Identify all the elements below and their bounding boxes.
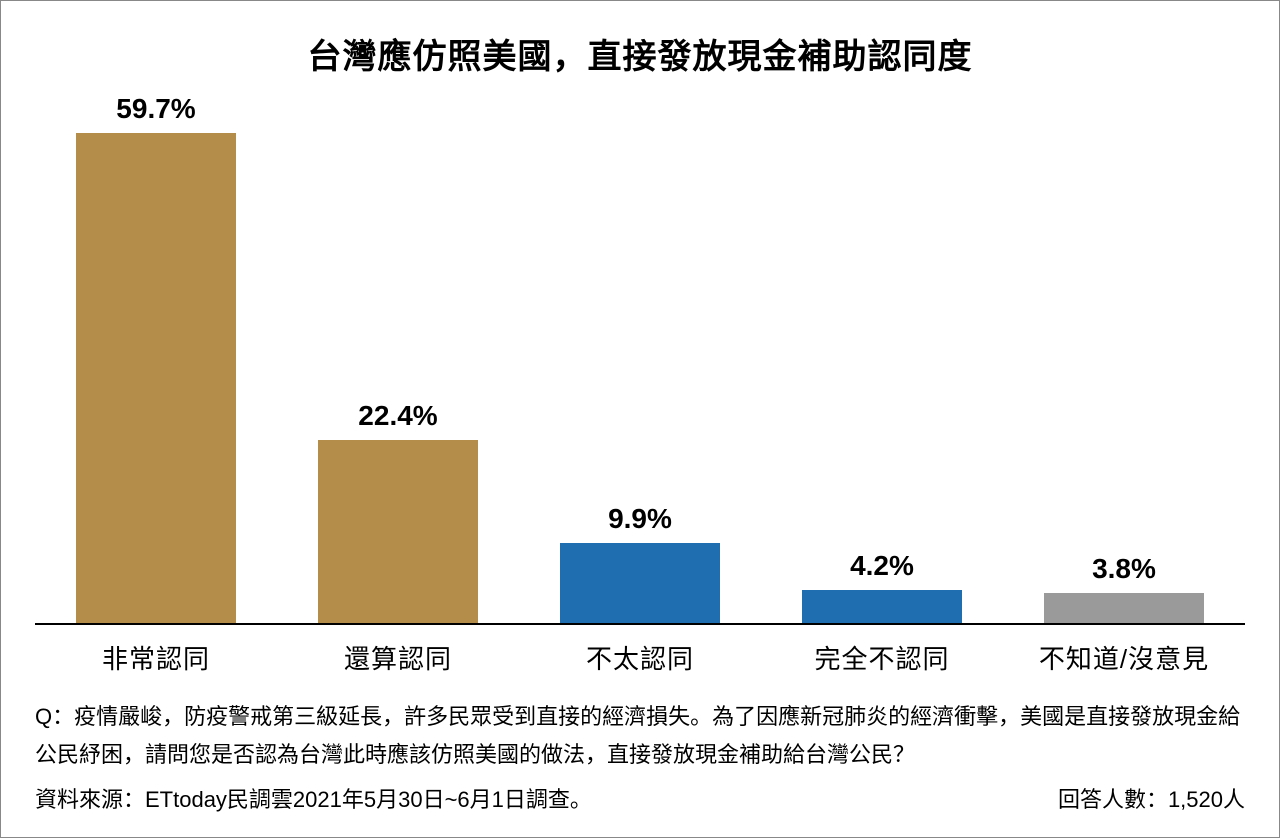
x-axis-labels: 非常認同還算認同不太認同完全不認同不知道/沒意見	[35, 639, 1245, 676]
bar-slot: 59.7%	[35, 106, 277, 625]
bar-value-label: 4.2%	[761, 550, 1003, 582]
bars-container: 59.7%22.4% 9.9%4.2%3.8%	[35, 106, 1245, 625]
bar-slot: 9.9%	[519, 106, 761, 625]
question-text: Q：疫情嚴峻，防疫警戒第三級延長，許多民眾受到直接的經濟損失。為了因應新冠肺炎的…	[35, 698, 1245, 775]
chart-footer: Q：疫情嚴峻，防疫警戒第三級延長，許多民眾受到直接的經濟損失。為了因應新冠肺炎的…	[35, 698, 1245, 820]
bar-rect	[802, 590, 962, 625]
source-text: 資料來源：ETtoday民調雲2021年5月30日~6月1日調查。	[35, 781, 592, 820]
x-axis-label: 不太認同	[519, 639, 761, 676]
bar-rect	[560, 543, 720, 624]
bar-rect	[318, 440, 478, 624]
bar-rect	[76, 133, 236, 624]
bar-value-label: 9.9%	[519, 503, 761, 535]
bar-value-label: 22.4%	[277, 400, 519, 432]
x-axis-label: 完全不認同	[761, 639, 1003, 676]
bar-value-label: 3.8%	[1003, 553, 1245, 585]
x-axis-label: 不知道/沒意見	[1003, 639, 1245, 676]
bar-slot: 3.8%	[1003, 106, 1245, 625]
chart-title: 台灣應仿照美國，直接發放現金補助認同度	[35, 29, 1245, 78]
respondents-text: 回答人數：1,520人	[1058, 781, 1245, 820]
x-axis-label: 還算認同	[277, 639, 519, 676]
bar-slot: 4.2%	[761, 106, 1003, 625]
bar-slot: 22.4%	[277, 106, 519, 625]
chart-figure: 台灣應仿照美國，直接發放現金補助認同度 59.7%22.4%9.9%4.2%3.…	[0, 0, 1280, 838]
plot-area: 59.7%22.4% 9.9%4.2%3.8%	[35, 106, 1245, 625]
bar-value-label: 59.7%	[35, 93, 277, 125]
x-axis-label: 非常認同	[35, 639, 277, 676]
footer-bottom-row: 資料來源：ETtoday民調雲2021年5月30日~6月1日調查。 回答人數：1…	[35, 781, 1245, 820]
bar-rect	[1044, 593, 1204, 624]
x-axis-line	[35, 623, 1245, 625]
